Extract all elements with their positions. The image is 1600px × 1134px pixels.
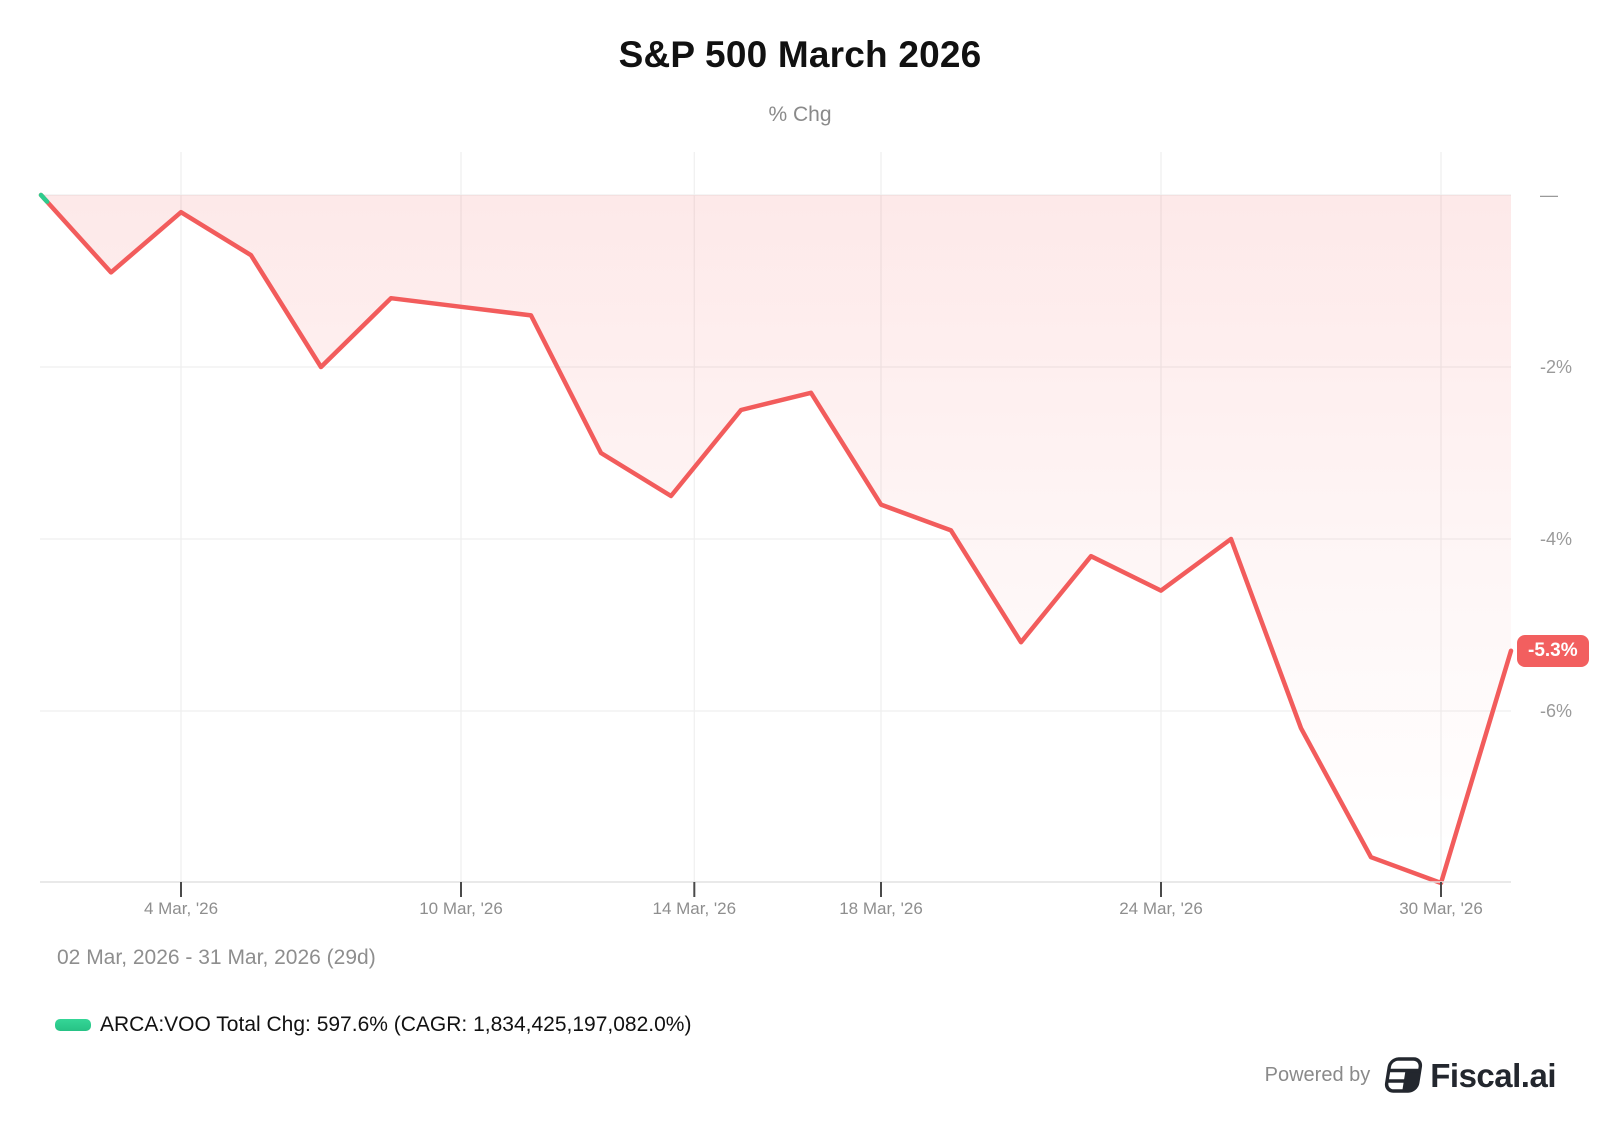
fiscal-logo-icon [1385,1057,1423,1093]
area-fill [41,195,1511,883]
legend: ARCA:VOO Total Chg: 597.6% (CAGR: 1,834,… [55,1013,691,1037]
powered-by-label: Powered by [1264,1064,1371,1086]
series-start-tip [38,192,50,204]
chart-subtitle: % Chg [768,103,832,126]
date-range-label: 02 Mar, 2026 - 31 Mar, 2026 (29d) [57,946,376,969]
page-title: S&P 500 March 2026 [618,34,982,75]
price-line-chart [38,152,1514,897]
series-swatch-icon [55,1019,91,1031]
series-line [38,192,1514,886]
legend-label: ARCA:VOO Total Chg: 597.6% (CAGR: 1,834,… [100,1013,692,1036]
brand-wordmark: Fiscal.ai [1430,1056,1556,1094]
powered-by-footer: Powered by Fiscal.ai [1264,1056,1557,1095]
